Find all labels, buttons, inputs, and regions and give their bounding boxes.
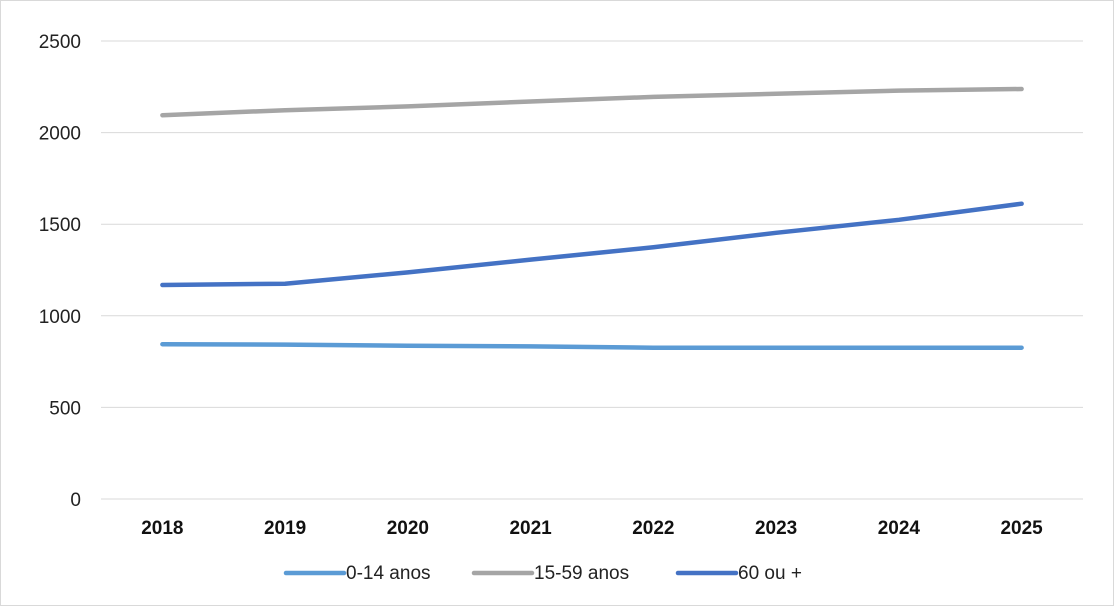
y-tick-label: 1500 (39, 215, 81, 236)
x-tick-label: 2018 (141, 518, 183, 539)
y-tick-label: 500 (49, 398, 81, 419)
legend-item-15-59-anos: 15-59 anos (471, 563, 629, 584)
x-tick-label: 2025 (1000, 518, 1043, 539)
y-tick-label: 2500 (39, 32, 81, 53)
legend-label: 60 ou + (738, 563, 802, 584)
x-tick-label: 2022 (632, 518, 674, 539)
legend-label: 0-14 anos (346, 563, 431, 584)
x-tick-label: 2021 (509, 518, 552, 539)
legend-label: 15-59 anos (534, 563, 629, 584)
y-tick-label: 2000 (39, 124, 81, 145)
gridlines (101, 40, 1083, 500)
x-tick-label: 2020 (387, 518, 429, 539)
x-tick-label: 2019 (264, 518, 306, 539)
series-line-15-59-anos (160, 86, 1024, 118)
x-axis-ticks: 2018 2019 2020 2021 2022 2023 2024 2025 (141, 518, 1043, 539)
x-tick-label: 2024 (878, 518, 921, 539)
legend-item-0-14-anos: 0-14 anos (283, 563, 431, 584)
y-tick-label: 1000 (39, 307, 81, 328)
legend-item-60-ou: 60 ou + (675, 563, 802, 584)
x-tick-label: 2023 (755, 518, 797, 539)
y-tick-label: 0 (70, 490, 81, 511)
series-line-60-ou (160, 201, 1024, 288)
y-axis-ticks: 0 500 1000 1500 2000 2500 (39, 32, 81, 511)
series-lines (160, 86, 1024, 350)
series-line-0-14-anos (160, 341, 1024, 350)
legend: 0-14 anos 15-59 anos 60 ou + (283, 563, 802, 584)
